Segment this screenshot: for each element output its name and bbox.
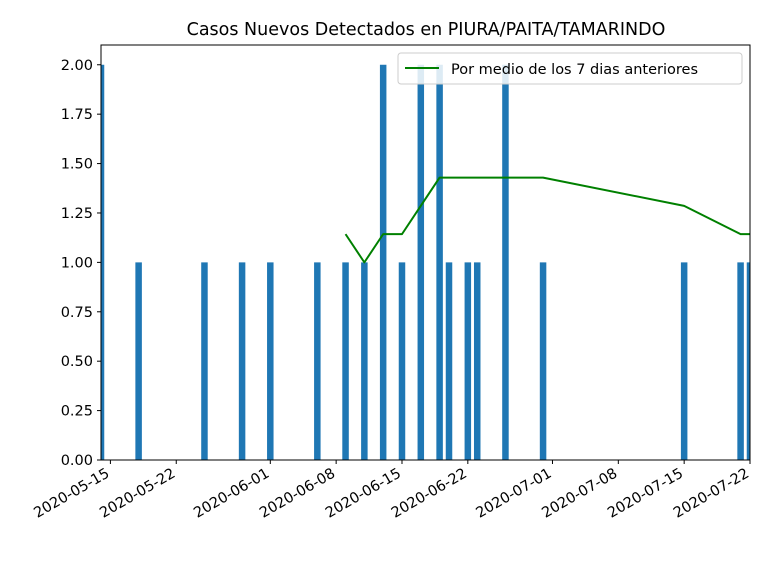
bar-2020-05-29 [238, 262, 246, 460]
y-tick-label: 1.75 [61, 107, 93, 123]
bar-2020-06-09 [342, 262, 349, 460]
bar-2020-06-26 [502, 64, 509, 460]
legend-box [397, 52, 743, 85]
y-tick-label: 1.50 [61, 157, 93, 173]
bar-2020-06-30 [539, 262, 547, 460]
y-tick-label: 1.00 [61, 255, 93, 271]
x-tick-label: 2020-05-22 [97, 466, 178, 522]
legend: Por medio de los 7 dias anteriores [397, 52, 743, 85]
legend-label: Por medio de los 7 dias anteriores [451, 62, 698, 78]
bar-2020-06-06 [314, 262, 321, 460]
y-tick-label: 2.00 [61, 58, 93, 74]
x-tick-label: 2020-06-22 [389, 466, 470, 522]
y-axis: 0.00 0.25 0.50 0.75 1.00 1.25 1.50 1.75 2.00 [61, 58, 101, 469]
bar-2020-07-22 [746, 262, 750, 460]
bar-2020-07-15 [680, 262, 688, 460]
bar-2020-06-22 [464, 262, 472, 460]
bar-2020-06-17 [417, 64, 425, 460]
bar-2020-06-11 [361, 262, 368, 460]
bar-2020-05-18 [135, 262, 142, 460]
bar-2020-06-20 [445, 262, 453, 460]
y-tick-label: 0.25 [61, 404, 93, 420]
bar-2020-06-01 [267, 262, 274, 460]
plot-frame [100, 44, 751, 461]
bar-2020-07-21 [737, 262, 744, 460]
chart-title: Casos Nuevos Detectados en PIURA/PAITA/T… [187, 20, 666, 40]
bar-2020-05-25 [201, 262, 208, 460]
y-tick-label: 0.00 [61, 453, 93, 469]
bar-2020-06-15 [398, 262, 406, 460]
bar-2020-06-23 [473, 262, 481, 460]
x-tick-label: 2020-07-22 [671, 466, 752, 522]
y-tick-label: 0.75 [61, 305, 93, 321]
y-tick-label: 0.50 [61, 354, 93, 370]
bars-layer [101, 64, 750, 460]
bar-2020-06-19 [436, 64, 443, 460]
y-tick-label: 1.25 [61, 206, 93, 222]
bar-2020-06-13 [379, 64, 387, 460]
line-layer [344, 176, 750, 264]
bar-2020-05-14 [101, 64, 105, 460]
series-line-0 [344, 176, 750, 264]
